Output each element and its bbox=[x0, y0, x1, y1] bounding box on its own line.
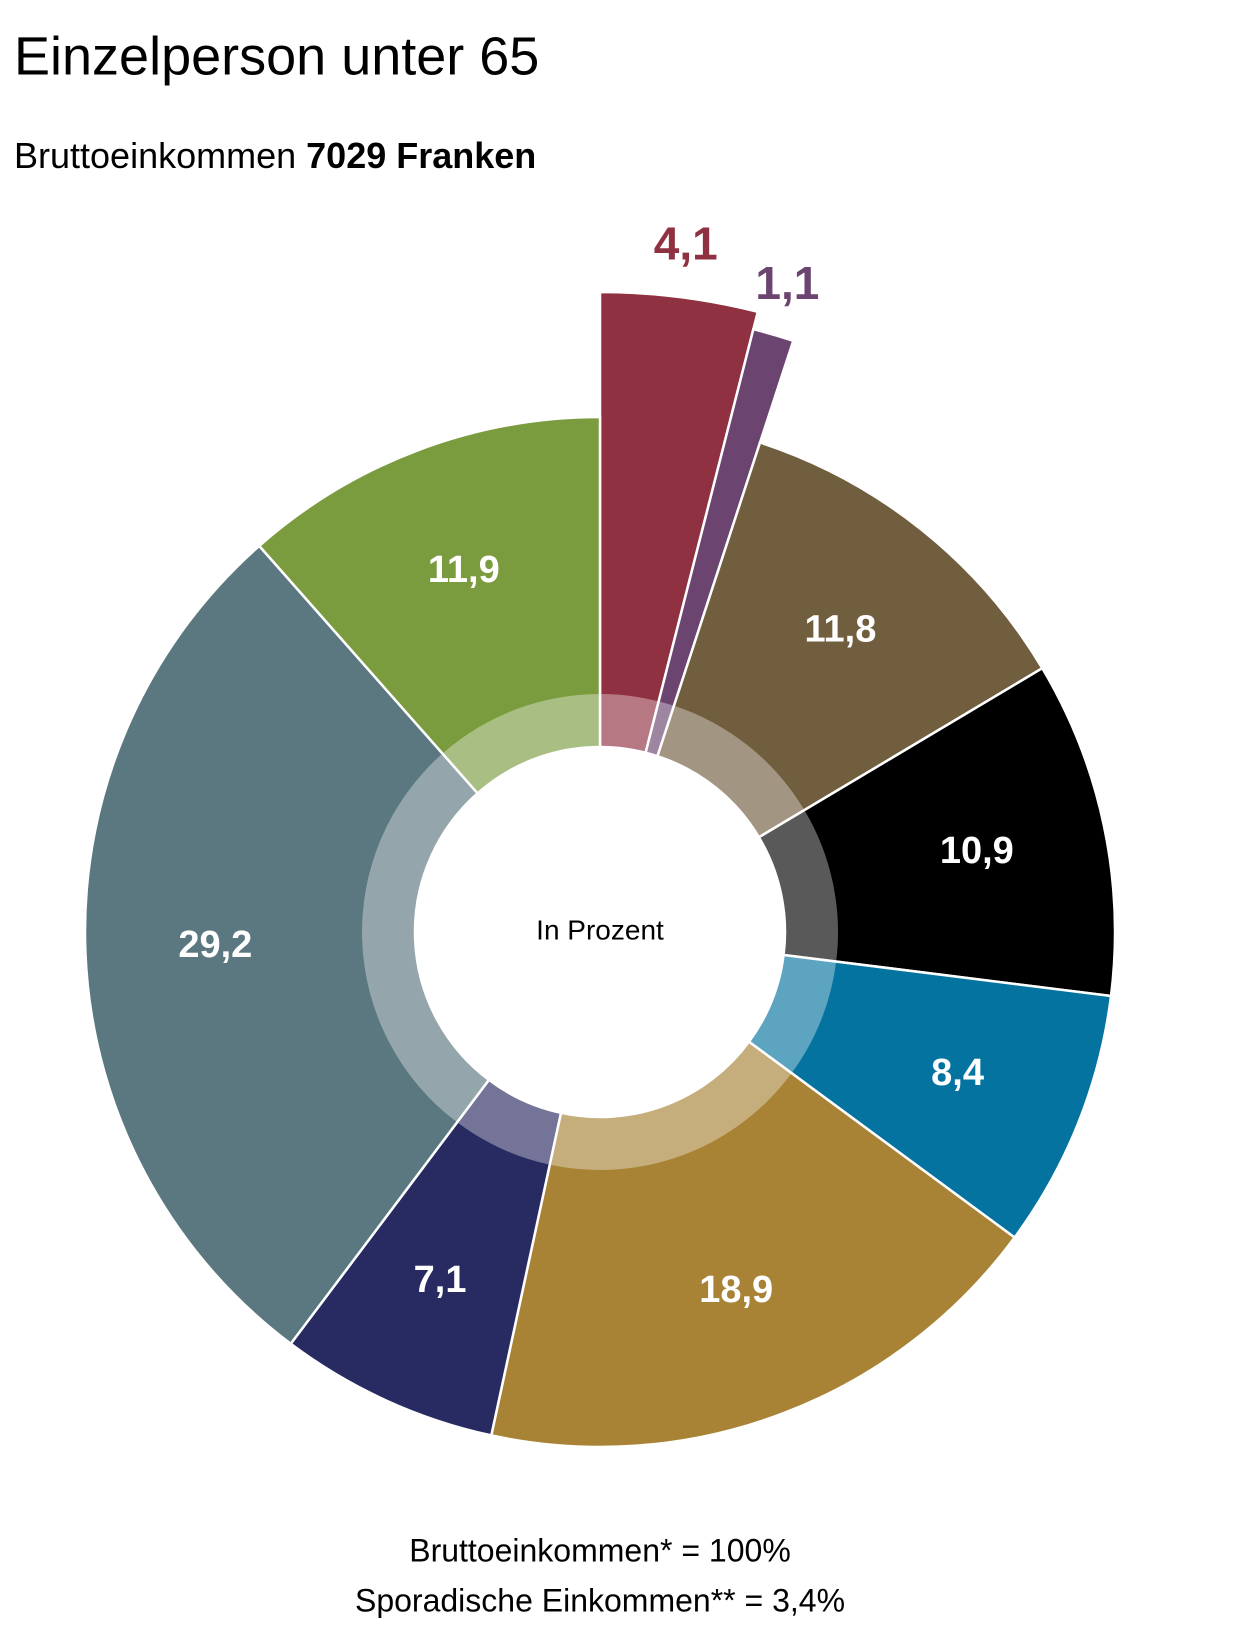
slice-inner-ring bbox=[442, 694, 600, 794]
slice-inner-ring bbox=[549, 1041, 792, 1170]
donut: 4,1 1,1 11,8 10,9 8,4 18,9 7,1 29,2 11,9 bbox=[83, 218, 1117, 1449]
data-label: 10,9 bbox=[940, 830, 1014, 872]
slice-inner-ring bbox=[645, 701, 674, 757]
data-label: 7,1 bbox=[414, 1259, 467, 1301]
footnote: Sporadische Einkommen** = 3,4% bbox=[355, 1582, 845, 1618]
data-label: 1,1 bbox=[755, 257, 819, 309]
data-label: 29,2 bbox=[178, 924, 252, 966]
footnote: Bruttoeinkommen* = 100% bbox=[409, 1532, 791, 1568]
chart-title: Einzelperson unter 65 bbox=[14, 26, 539, 86]
data-label: 11,9 bbox=[428, 549, 500, 591]
slice bbox=[489, 1039, 1017, 1449]
subtitle: Bruttoeinkommen 7029 Franken bbox=[14, 135, 536, 176]
subtitle-text: Bruttoeinkommen bbox=[14, 135, 296, 176]
center-label: In Prozent bbox=[536, 914, 664, 945]
data-label: 11,8 bbox=[804, 608, 876, 650]
slice-inner-ring bbox=[362, 753, 489, 1123]
slice bbox=[598, 290, 760, 755]
slice bbox=[83, 544, 491, 1346]
slice-inner-ring bbox=[657, 705, 805, 838]
subtitle-bold: 7029 Franken bbox=[306, 135, 536, 176]
slice-inner-ring bbox=[457, 1079, 561, 1165]
slice bbox=[747, 953, 1113, 1240]
slice-inner-ring bbox=[748, 954, 837, 1074]
slice-inner-ring bbox=[758, 810, 838, 962]
data-label: 18,9 bbox=[699, 1269, 773, 1311]
slice bbox=[655, 440, 1045, 839]
data-label: 8,4 bbox=[931, 1052, 984, 1094]
slice bbox=[257, 415, 602, 796]
slice-inner-ring bbox=[600, 694, 659, 753]
slice bbox=[757, 666, 1117, 998]
data-label: 4,1 bbox=[654, 218, 718, 270]
